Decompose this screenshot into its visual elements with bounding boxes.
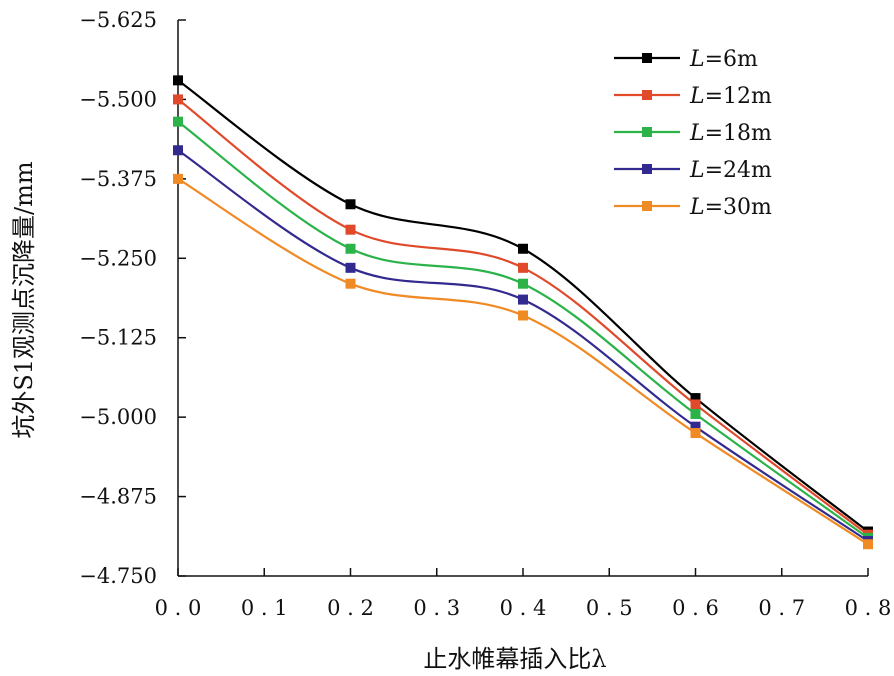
- y-tick-label: −5.000: [79, 405, 157, 429]
- legend-label: L=18m: [689, 121, 772, 146]
- x-tick-label: 0 . 5: [586, 596, 633, 620]
- data-point: [690, 399, 701, 410]
- data-point: [345, 224, 356, 235]
- y-tick-label: −5.625: [79, 8, 157, 32]
- data-point: [518, 243, 528, 254]
- data-point: [690, 421, 701, 432]
- data-point: [173, 94, 183, 105]
- data-point: [345, 199, 356, 210]
- legend-label: L=6m: [689, 47, 758, 72]
- axes: −5.625 −5.500 −5.375 −5.250 −5.125 −5.000 −4.8…: [79, 8, 891, 620]
- data-point: [173, 75, 183, 86]
- data-point: [690, 393, 701, 404]
- y-tick-label: −4.750: [79, 564, 157, 588]
- data-point: [518, 310, 528, 321]
- legend-marker: [642, 90, 652, 100]
- data-point: [518, 262, 528, 273]
- x-tick-label: 0 . 1: [241, 596, 288, 620]
- x-tick-label: 0 . 7: [758, 596, 805, 620]
- y-axis-title: 坑外S1观测点沉降量/mm: [10, 161, 38, 439]
- series-markers: [173, 75, 873, 550]
- data-point: [345, 278, 356, 289]
- data-point: [863, 539, 873, 550]
- legend-label: L=12m: [689, 84, 772, 109]
- legend-marker: [642, 164, 652, 174]
- y-tick-label: −5.250: [79, 246, 157, 270]
- data-point: [345, 243, 356, 254]
- series-line: [177, 177, 869, 546]
- data-point: [518, 278, 528, 289]
- data-point: [173, 116, 183, 127]
- legend-marker: [642, 201, 652, 211]
- data-point: [690, 428, 701, 439]
- legend-marker: [642, 53, 652, 63]
- y-tick-label: −4.875: [79, 485, 157, 509]
- data-point: [518, 294, 528, 305]
- data-point: [173, 173, 183, 184]
- x-tick-label: 0 . 3: [413, 596, 460, 620]
- x-tick-label: 0 . 6: [672, 596, 719, 620]
- x-tick-label: 0 . 0: [155, 596, 202, 620]
- legend-label: L=24m: [689, 158, 772, 183]
- y-tick-label: −5.125: [79, 326, 157, 350]
- x-tick-label: 0 . 8: [845, 596, 892, 620]
- legend: L=6m L=12m L=18m L=24m L=30m: [614, 47, 772, 220]
- legend-label: L=30m: [689, 195, 772, 220]
- x-tick-label: 0 . 2: [327, 596, 374, 620]
- y-tick-label: −5.500: [79, 87, 157, 111]
- x-axis-title: 止水帷幕插入比λ: [423, 645, 606, 673]
- data-point: [690, 408, 701, 419]
- x-tick-label: 0 . 4: [500, 596, 547, 620]
- data-point: [173, 145, 183, 156]
- data-point: [345, 262, 356, 273]
- y-tick-label: −5.375: [79, 167, 157, 191]
- legend-marker: [642, 127, 652, 137]
